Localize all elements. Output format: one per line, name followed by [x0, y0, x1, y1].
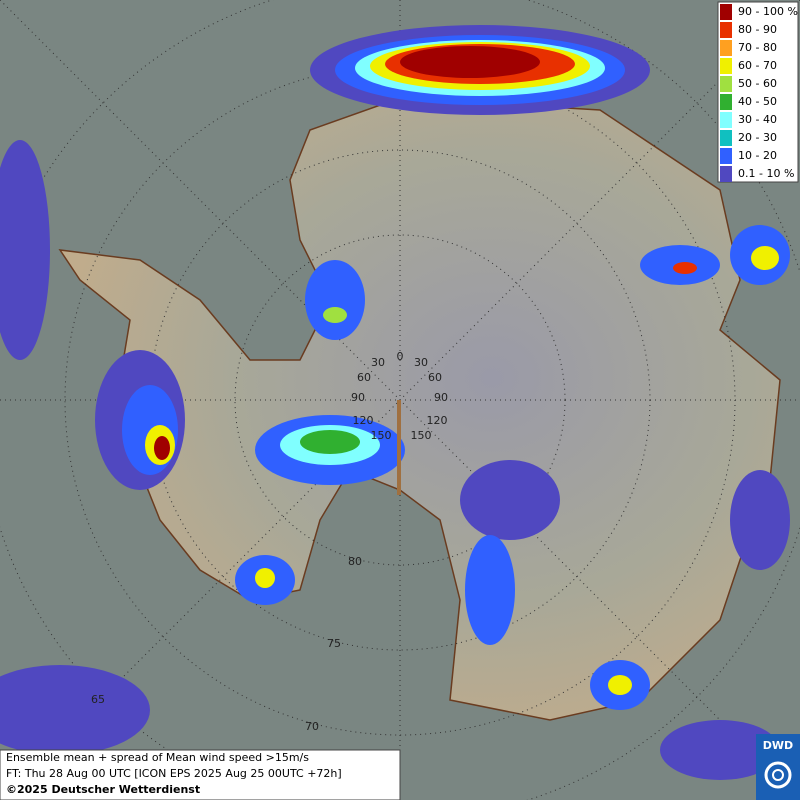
grid-label: 75 — [327, 637, 341, 650]
legend-swatch — [720, 166, 732, 182]
legend-swatch — [720, 76, 732, 92]
wind-probability — [0, 25, 790, 780]
meridian-marker — [397, 400, 401, 495]
caption-line: ©2025 Deutscher Wetterdienst — [6, 783, 200, 796]
caption-line: Ensemble mean + spread of Mean wind spee… — [6, 751, 309, 764]
legend-label: 50 - 60 — [738, 77, 777, 90]
legend-swatch — [720, 22, 732, 38]
grid-label: 60 — [357, 371, 371, 384]
legend-label: 70 - 80 — [738, 41, 777, 54]
caption-line: FT: Thu 28 Aug 00 UTC [ICON EPS 2025 Aug… — [6, 767, 342, 780]
grid-label: 30 — [414, 356, 428, 369]
grid-label: 150 — [411, 429, 432, 442]
legend-label: 60 - 70 — [738, 59, 777, 72]
legend-swatch — [720, 4, 732, 20]
grid-label: 60 — [428, 371, 442, 384]
grid-label: 30 — [371, 356, 385, 369]
grid-label: 90 — [351, 391, 365, 404]
legend-swatch — [720, 40, 732, 56]
legend-label: 0.1 - 10 % — [738, 167, 794, 180]
grid-label: 70 — [305, 720, 319, 733]
legend-label: 90 - 100 % — [738, 5, 798, 18]
grid-label: 120 — [427, 414, 448, 427]
grid-label: 120 — [353, 414, 374, 427]
legend: 90 - 100 % 80 - 90 70 - 80 60 - 70 50 - 60 40… — [717, 1, 799, 183]
legend-swatch — [720, 94, 732, 110]
grid-label: 0 — [397, 350, 404, 363]
caption: Ensemble mean + spread of Mean wind spee… — [0, 749, 401, 801]
legend-label: 30 - 40 — [738, 113, 777, 126]
grid-label: 80 — [348, 555, 362, 568]
logo-text: DWD — [763, 739, 793, 752]
legend-label: 20 - 30 — [738, 131, 777, 144]
grid-label: 90 — [434, 391, 448, 404]
legend-swatch — [720, 112, 732, 128]
legend-swatch — [720, 148, 732, 164]
legend-swatch — [720, 58, 732, 74]
grid-label: 65 — [91, 693, 105, 706]
legend-label: 80 - 90 — [738, 23, 777, 36]
grid-label: 150 — [371, 429, 392, 442]
legend-label: 10 - 20 — [738, 149, 777, 162]
logo: DWD — [756, 734, 800, 800]
legend-swatch — [720, 130, 732, 146]
antarctica — [58, 97, 781, 721]
legend-label: 40 - 50 — [738, 95, 777, 108]
